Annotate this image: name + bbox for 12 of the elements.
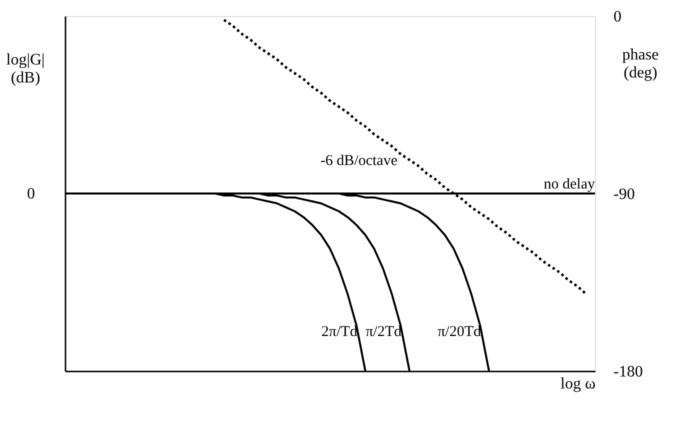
- y-tick-label: -90: [614, 186, 635, 203]
- text: 0: [27, 186, 35, 202]
- y-tick-label: -180: [614, 364, 643, 380]
- x-axis-title: log ω: [560, 376, 596, 392]
- series-label: -6 dB/octave: [320, 152, 398, 169]
- series-label: π/20Td: [438, 324, 482, 340]
- y2-axis-title: log|G| (dB): [6, 52, 45, 86]
- y-axis-title: phase (deg): [622, 46, 659, 82]
- series-label: π/2Td: [366, 324, 402, 340]
- series-label: 2π/Td: [321, 324, 358, 340]
- y-tick-label: 0: [614, 8, 622, 26]
- series-label: no delay: [544, 176, 596, 192]
